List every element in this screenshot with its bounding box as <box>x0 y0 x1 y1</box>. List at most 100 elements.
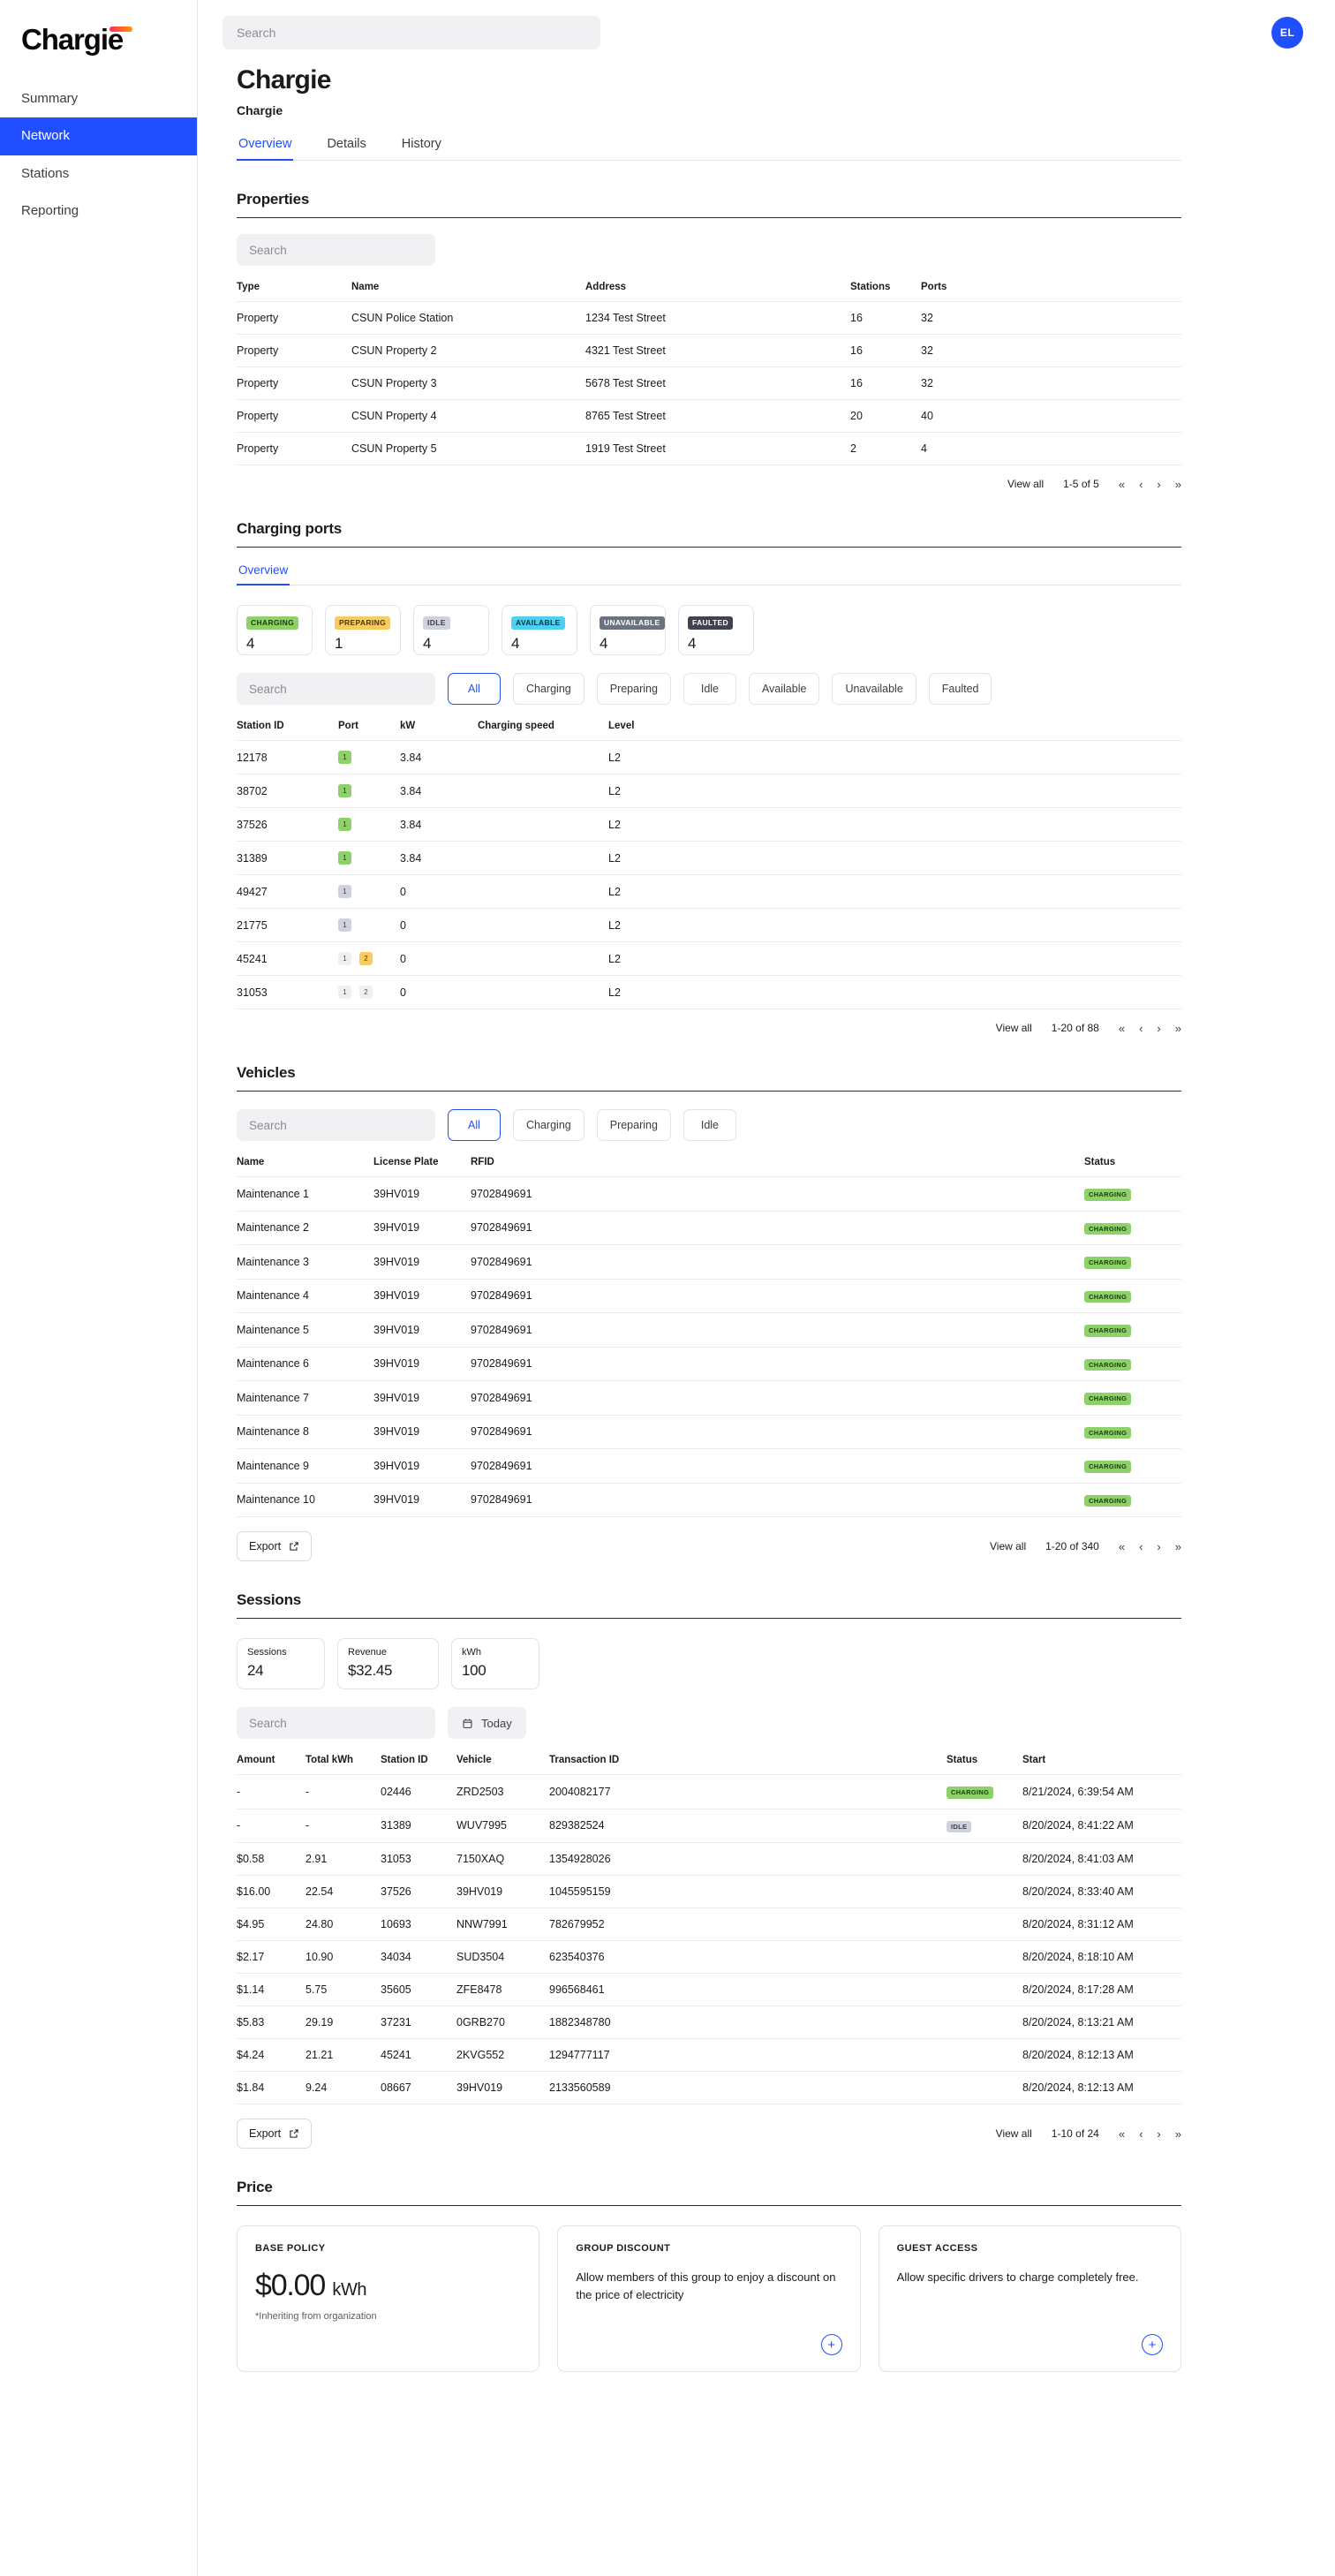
vehicle-filter-pill-charging[interactable]: Charging <box>513 1109 585 1141</box>
table-row[interactable]: Maintenance 1 39HV019 9702849691 CHARGIN… <box>237 1176 1181 1212</box>
next-page-icon[interactable]: › <box>1157 2127 1161 2141</box>
prev-page-icon[interactable]: ‹ <box>1139 2127 1143 2141</box>
vehicles-search-input[interactable]: Search <box>237 1109 435 1141</box>
filter-pill-unavailable[interactable]: Unavailable <box>832 673 916 705</box>
next-page-icon[interactable]: › <box>1157 477 1161 491</box>
first-page-icon[interactable]: « <box>1118 2127 1126 2141</box>
last-page-icon[interactable]: » <box>1174 477 1181 491</box>
properties-search-input[interactable]: Search <box>237 234 435 266</box>
vehicle-filter-pill-all[interactable]: All <box>448 1109 501 1141</box>
add-button[interactable]: + <box>820 2334 842 2355</box>
prev-page-icon[interactable]: ‹ <box>1139 1021 1143 1035</box>
table-row[interactable]: Maintenance 6 39HV019 9702849691 CHARGIN… <box>237 1347 1181 1381</box>
col-ports: Ports <box>921 282 1181 302</box>
status-card-unavailable[interactable]: UNAVAILABLE 4 <box>590 605 666 655</box>
prev-page-icon[interactable]: ‹ <box>1139 477 1143 491</box>
first-page-icon[interactable]: « <box>1118 1021 1126 1035</box>
table-row[interactable]: $2.17 10.90 34034 SUD3504 623540376 8/20… <box>237 1940 1181 1974</box>
cell-level: L2 <box>608 807 1181 842</box>
cell-port: 1 <box>338 874 400 909</box>
view-all-link[interactable]: View all <box>995 2127 1032 2140</box>
status-card-idle[interactable]: IDLE 4 <box>413 605 489 655</box>
table-row[interactable]: Maintenance 8 39HV019 9702849691 CHARGIN… <box>237 1415 1181 1449</box>
sessions-export-button[interactable]: Export <box>237 2119 313 2149</box>
table-row[interactable]: 38702 1 3.84 L2 <box>237 774 1181 808</box>
table-row[interactable]: $1.14 5.75 35605 ZFE8478 996568461 8/20/… <box>237 1973 1181 2006</box>
table-row[interactable]: - - 31389 WUV7995 829382524 IDLE 8/20/20… <box>237 1809 1181 1843</box>
table-row[interactable]: 31389 1 3.84 L2 <box>237 841 1181 875</box>
table-row[interactable]: Maintenance 4 39HV019 9702849691 CHARGIN… <box>237 1279 1181 1313</box>
table-row[interactable]: Maintenance 5 39HV019 9702849691 CHARGIN… <box>237 1312 1181 1348</box>
table-row[interactable]: Property CSUN Police Station 1234 Test S… <box>237 301 1181 335</box>
filter-pill-available[interactable]: Available <box>748 673 820 705</box>
table-row[interactable]: $4.95 24.80 10693 NNW7991 782679952 8/20… <box>237 1907 1181 1941</box>
table-row[interactable]: $5.83 29.19 37231 0GRB270 1882348780 8/2… <box>237 2006 1181 2039</box>
charging-ports-subtabs: Overview <box>237 563 1181 585</box>
table-row[interactable]: Maintenance 9 39HV019 9702849691 CHARGIN… <box>237 1448 1181 1484</box>
filter-pill-charging[interactable]: Charging <box>513 673 585 705</box>
table-row[interactable]: 21775 1 0 L2 <box>237 908 1181 942</box>
first-page-icon[interactable]: « <box>1118 477 1126 491</box>
logo[interactable]: Chargie <box>0 25 197 80</box>
tab-history[interactable]: History <box>401 137 441 151</box>
last-page-icon[interactable]: » <box>1174 1021 1181 1035</box>
status-card-available[interactable]: AVAILABLE 4 <box>502 605 577 655</box>
sessions-search-input[interactable]: Search <box>237 1707 435 1739</box>
vehicle-filter-pill-idle[interactable]: Idle <box>683 1109 736 1141</box>
sidebar-item-summary[interactable]: Summary <box>21 91 79 106</box>
filter-pill-faulted[interactable]: Faulted <box>928 673 992 705</box>
table-row[interactable]: 12178 1 3.84 L2 <box>237 740 1181 774</box>
subtab-overview[interactable]: Overview <box>237 563 290 585</box>
filter-pill-preparing[interactable]: Preparing <box>596 673 671 705</box>
vehicle-filter-pill-preparing[interactable]: Preparing <box>596 1109 671 1141</box>
table-row[interactable]: 49427 1 0 L2 <box>237 874 1181 909</box>
table-row[interactable]: $16.00 22.54 37526 39HV019 1045595159 8/… <box>237 1875 1181 1908</box>
avatar[interactable]: EL <box>1271 17 1303 49</box>
status-card-preparing[interactable]: PREPARING 1 <box>325 605 401 655</box>
view-all-link[interactable]: View all <box>995 1022 1032 1034</box>
charging-ports-search-input[interactable]: Search <box>237 673 435 705</box>
view-all-link[interactable]: View all <box>1007 478 1045 490</box>
status-card-faulted[interactable]: FAULTED 4 <box>678 605 754 655</box>
first-page-icon[interactable]: « <box>1118 1539 1126 1553</box>
sidebar-item-reporting[interactable]: Reporting <box>21 202 79 218</box>
table-row[interactable]: Property CSUN Property 2 4321 Test Stree… <box>237 334 1181 367</box>
view-all-link[interactable]: View all <box>989 1540 1027 1552</box>
global-search-input[interactable]: Search <box>222 16 600 49</box>
next-page-icon[interactable]: › <box>1157 1021 1161 1035</box>
cell-vehicle: NNW7991 <box>456 1907 549 1941</box>
table-row[interactable]: 37526 1 3.84 L2 <box>237 807 1181 842</box>
table-row[interactable]: $1.84 9.24 08667 39HV019 2133560589 8/20… <box>237 2071 1181 2104</box>
table-row[interactable]: Property CSUN Property 5 1919 Test Stree… <box>237 432 1181 465</box>
table-row[interactable]: $4.24 21.21 45241 2KVG552 1294777117 8/2… <box>237 2038 1181 2072</box>
prev-page-icon[interactable]: ‹ <box>1139 1539 1143 1553</box>
last-page-icon[interactable]: » <box>1174 2127 1181 2141</box>
table-row[interactable]: Maintenance 2 39HV019 9702849691 CHARGIN… <box>237 1211 1181 1245</box>
vehicles-export-button[interactable]: Export <box>237 1531 313 1561</box>
table-row[interactable]: - - 02446 ZRD2503 2004082177 CHARGING 8/… <box>237 1774 1181 1809</box>
filter-pill-idle[interactable]: Idle <box>683 673 736 705</box>
filter-pill-all[interactable]: All <box>448 673 501 705</box>
cell-license-plate: 39HV019 <box>373 1211 471 1245</box>
table-row[interactable]: Maintenance 10 39HV019 9702849691 CHARGI… <box>237 1483 1181 1517</box>
vehicles-filter-row: Search All Charging Preparing Idle <box>237 1109 1181 1141</box>
table-row[interactable]: Maintenance 7 39HV019 9702849691 CHARGIN… <box>237 1380 1181 1416</box>
add-button[interactable]: + <box>1141 2334 1163 2355</box>
tab-details[interactable]: Details <box>327 137 366 151</box>
cell-station-id: 34034 <box>381 1940 456 1974</box>
next-page-icon[interactable]: › <box>1157 1539 1161 1553</box>
status-card-charging[interactable]: CHARGING 4 <box>237 605 313 655</box>
table-row[interactable]: Property CSUN Property 3 5678 Test Stree… <box>237 366 1181 400</box>
sidebar-item-network[interactable]: Network <box>0 117 197 155</box>
sidebar-item-stations[interactable]: Stations <box>21 165 70 181</box>
table-row[interactable]: Maintenance 3 39HV019 9702849691 CHARGIN… <box>237 1244 1181 1280</box>
table-row[interactable]: $0.58 2.91 31053 7150XAQ 1354928026 8/20… <box>237 1842 1181 1876</box>
last-page-icon[interactable]: » <box>1174 1539 1181 1553</box>
cell-address: 1919 Test Street <box>585 432 850 465</box>
table-row[interactable]: Property CSUN Property 4 8765 Test Stree… <box>237 399 1181 433</box>
cell-status <box>947 2006 1022 2039</box>
tab-overview[interactable]: Overview <box>237 137 294 161</box>
sessions-date-filter[interactable]: Today <box>448 1707 526 1739</box>
